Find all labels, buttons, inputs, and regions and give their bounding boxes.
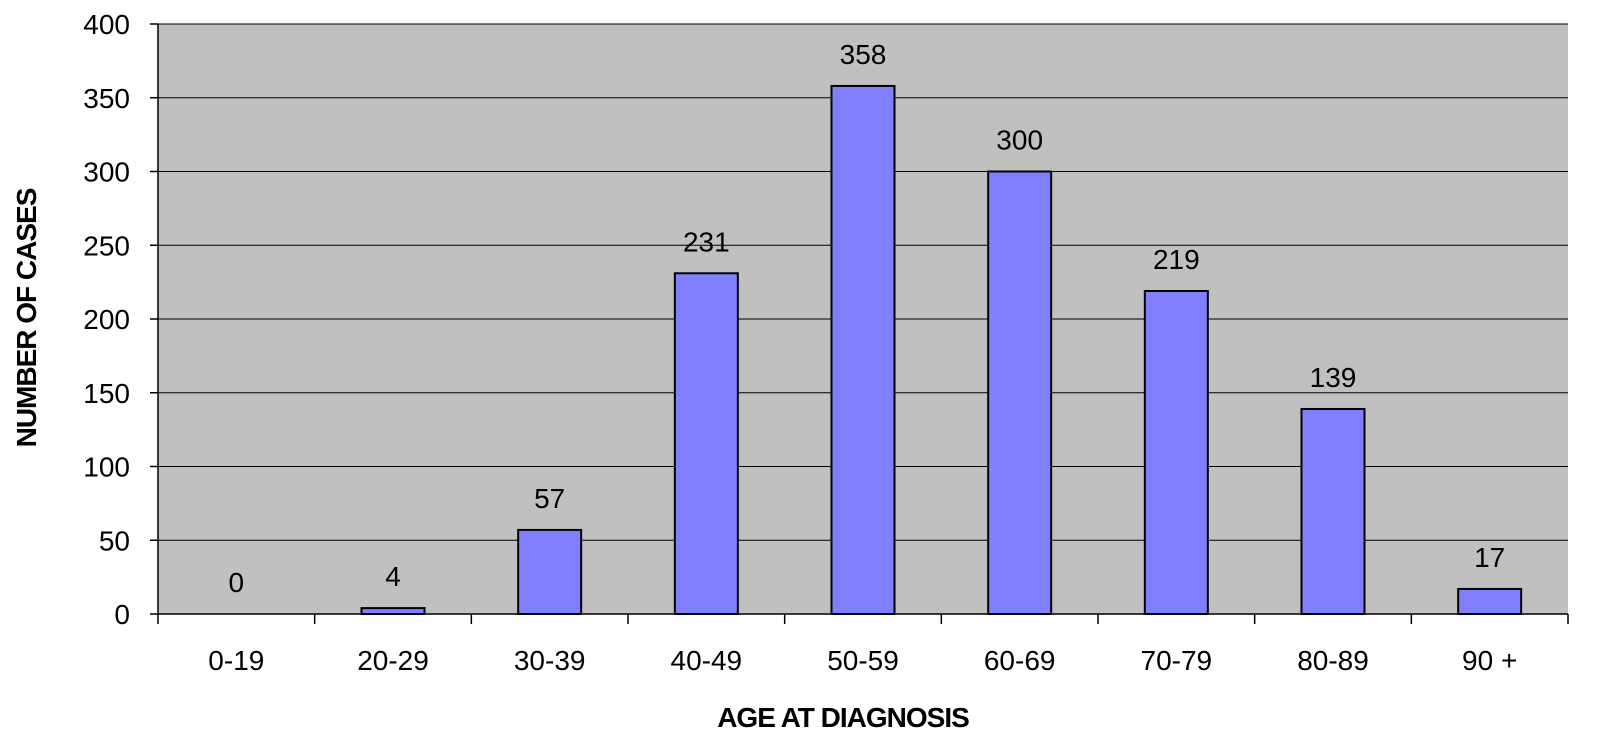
x-axis-title: AGE AT DIAGNOSIS [717, 702, 969, 733]
x-category-label: 90 + [1462, 645, 1517, 676]
y-tick-label: 100 [83, 452, 130, 483]
data-label: 219 [1153, 244, 1200, 275]
labels: 0 50 100 150 200 250 300 350 400 0 0-19 4 20-29 57 30-… [83, 9, 1517, 676]
y-tick-label: 300 [83, 157, 130, 188]
x-category-label: 80-89 [1297, 645, 1369, 676]
x-category-label: 70-79 [1141, 645, 1213, 676]
data-label: 139 [1310, 362, 1357, 393]
bar-30-39 [517, 528, 583, 615]
y-axis-title: NUMBER OF CASES [11, 188, 42, 447]
data-label: 231 [683, 226, 730, 257]
y-tick-label: 400 [83, 9, 130, 40]
data-label: 17 [1474, 542, 1505, 573]
data-label: 4 [385, 561, 401, 592]
bar-60-69 [987, 170, 1053, 615]
data-label: 0 [229, 567, 245, 598]
x-category-label: 30-39 [514, 645, 586, 676]
x-category-label: 20-29 [357, 645, 429, 676]
data-label: 358 [840, 39, 887, 70]
x-category-label: 60-69 [984, 645, 1056, 676]
y-tick-label: 250 [83, 230, 130, 261]
x-category-label: 40-49 [671, 645, 743, 676]
data-label: 57 [534, 483, 565, 514]
x-category-label: 50-59 [827, 645, 899, 676]
bar-50-59 [830, 84, 896, 615]
bar-90plus [1457, 587, 1523, 615]
bar-40-49 [673, 272, 739, 615]
bar-70-79 [1143, 289, 1209, 615]
data-label: 300 [996, 125, 1043, 156]
bar-20-29 [360, 607, 426, 615]
y-tick-label: 200 [83, 304, 130, 335]
y-tick-label: 50 [99, 525, 130, 556]
axes [150, 23, 1569, 624]
bar-80-89 [1300, 407, 1366, 615]
x-category-label: 0-19 [208, 645, 264, 676]
y-tick-label: 350 [83, 83, 130, 114]
y-tick-label: 0 [114, 599, 130, 630]
bars [360, 84, 1523, 615]
y-tick-label: 150 [83, 378, 130, 409]
